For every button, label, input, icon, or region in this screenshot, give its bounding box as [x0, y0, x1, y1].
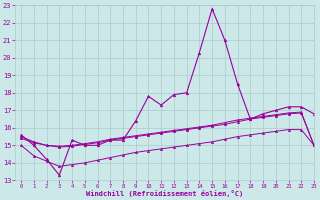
X-axis label: Windchill (Refroidissement éolien,°C): Windchill (Refroidissement éolien,°C) [86, 190, 243, 197]
